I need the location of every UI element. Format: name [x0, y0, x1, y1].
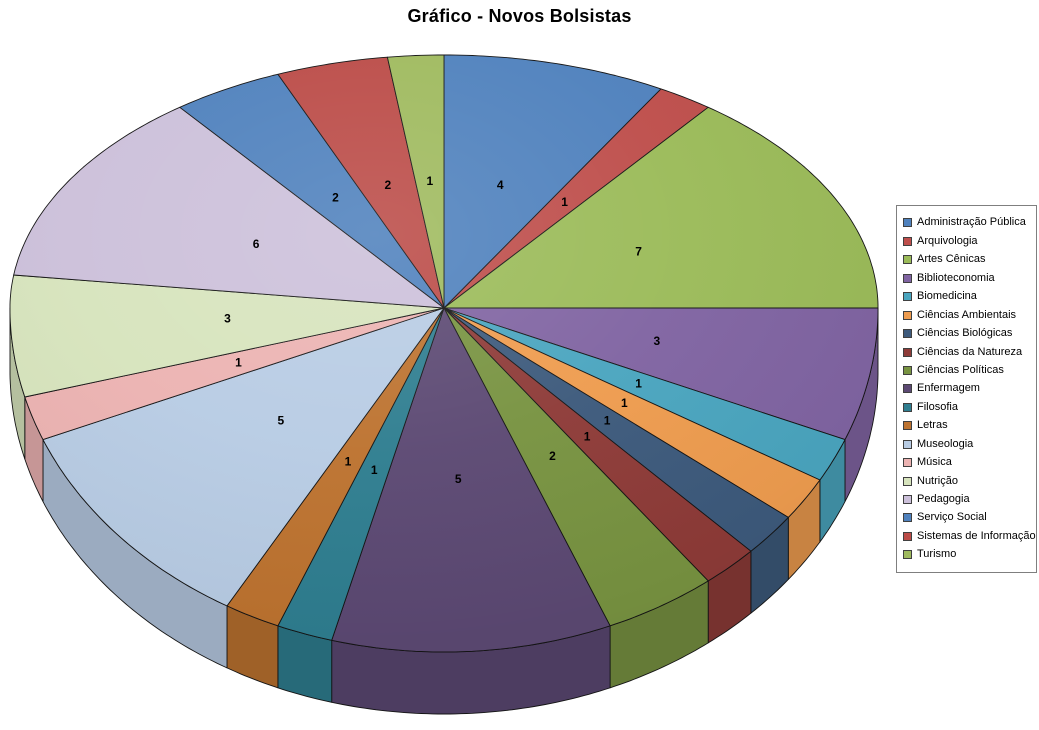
- legend-item-label: Artes Cênicas: [917, 253, 986, 266]
- legend-item-filosofia[interactable]: Filosofia: [903, 400, 1033, 413]
- legend-swatch-turismo: [903, 550, 912, 560]
- legend-swatch-artes-cenicas: [903, 255, 912, 265]
- legend-swatch-biblioteconomia: [903, 273, 912, 283]
- legend-item-label: Biblioteconomia: [917, 271, 995, 284]
- legend-swatch-biomedicina: [903, 292, 912, 302]
- legend-item-label: Biomedicina: [917, 290, 977, 303]
- legend-swatch-museologia: [903, 439, 912, 449]
- legend-swatch-servico-social: [903, 513, 912, 523]
- legend-item-enfermagem[interactable]: Enfermagem: [903, 383, 1033, 394]
- legend-item-label: Nutrição: [917, 474, 958, 487]
- legend-item-label: Ciências Políticas: [917, 363, 1004, 376]
- legend-swatch-ciencias-biologicas: [903, 329, 912, 339]
- legend-item-label: Ciências da Natureza: [917, 345, 1023, 358]
- legend-swatch-ciencias-ambientais: [903, 310, 912, 320]
- chart-title: Gráfico - Novos Bolsistas: [407, 6, 632, 26]
- legend-swatch-pedagogia: [903, 495, 912, 504]
- legend-item-pedagogia[interactable]: Pedagogia: [903, 494, 1033, 505]
- legend-swatch-ciencias-da-natureza: [903, 347, 912, 357]
- legend-item-label: Pedagogia: [917, 493, 970, 505]
- legend-swatch-enfermagem: [903, 384, 912, 394]
- legend-item-biomedicina[interactable]: Biomedicina: [903, 291, 1033, 302]
- legend-item-ciencias-da-natureza[interactable]: Ciências da Natureza: [903, 345, 1033, 358]
- legend-item-biblioteconomia[interactable]: Biblioteconomia: [903, 271, 1033, 284]
- legend-swatch-administracao-publica: [903, 218, 912, 228]
- legend-swatch-ciencias-politicas: [903, 365, 912, 375]
- legend-item-arquivologia[interactable]: Arquivologia: [903, 234, 1033, 247]
- legend-swatch-arquivologia: [903, 236, 912, 246]
- legend-item-musica[interactable]: Música: [903, 457, 1033, 468]
- legend-item-letras[interactable]: Letras: [903, 420, 1033, 431]
- legend-swatch-musica: [903, 458, 912, 468]
- legend-item-administracao-publica[interactable]: Administração Pública: [903, 217, 1033, 228]
- legend-item-nutricao[interactable]: Nutrição: [903, 474, 1033, 487]
- legend: Administração Pública Arquivologia Artes C…: [896, 205, 1037, 573]
- legend-swatch-filosofia: [903, 402, 912, 412]
- legend-swatch-letras: [903, 421, 912, 431]
- legend-swatch-nutricao: [903, 476, 912, 486]
- legend-item-artes-cenicas[interactable]: Artes Cênicas: [903, 254, 1033, 265]
- legend-item-label: Ciências Ambientais: [917, 308, 1017, 321]
- legend-item-ciencias-ambientais[interactable]: Ciências Ambientais: [903, 308, 1033, 321]
- legend-item-label: Música: [917, 456, 952, 469]
- legend-item-label: Serviço Social: [917, 511, 987, 524]
- legend-item-ciencias-biologicas[interactable]: Ciências Biológicas: [903, 328, 1033, 339]
- legend-item-servico-social[interactable]: Serviço Social: [903, 512, 1033, 523]
- legend-item-label: Turismo: [917, 548, 957, 561]
- legend-item-museologia[interactable]: Museologia: [903, 437, 1033, 450]
- legend-item-label: Administração Pública: [917, 216, 1026, 229]
- legend-item-label: Sistemas de Informação: [917, 529, 1036, 542]
- legend-item-sistemas-de-informacao[interactable]: Sistemas de Informação: [903, 529, 1036, 542]
- legend-swatch-sistemas-de-informacao: [903, 531, 912, 541]
- legend-item-ciencias-politicas[interactable]: Ciências Políticas: [903, 363, 1033, 376]
- legend-item-label: Filosofia: [917, 400, 958, 413]
- legend-item-label: Letras: [917, 419, 948, 432]
- legend-item-label: Museologia: [917, 437, 974, 450]
- legend-item-label: Arquivologia: [917, 234, 978, 247]
- legend-item-turismo[interactable]: Turismo: [903, 549, 1033, 560]
- legend-item-label: Ciências Biológicas: [917, 327, 1013, 340]
- legend-item-label: Enfermagem: [917, 382, 980, 395]
